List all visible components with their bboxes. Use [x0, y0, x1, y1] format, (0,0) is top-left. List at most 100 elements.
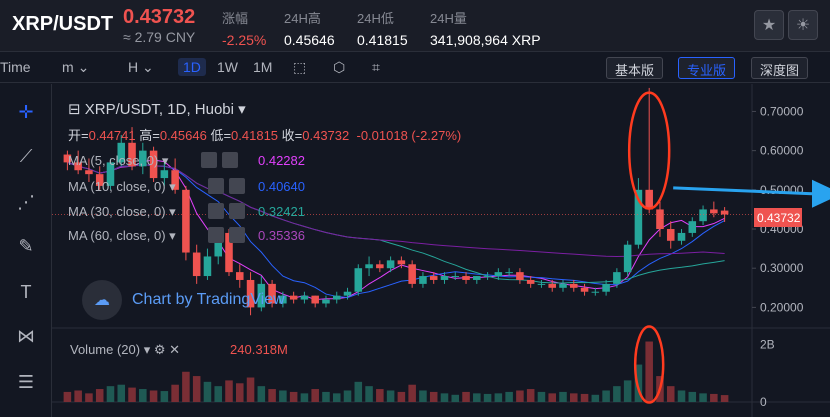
- time-interval[interactable]: Time: [0, 59, 31, 75]
- open-value: 0.44741: [88, 128, 136, 143]
- candle-body: [559, 283, 567, 288]
- settings-hex-icon[interactable]: ⬡: [333, 59, 346, 75]
- price-chart[interactable]: 0.700000.600000.500000.400000.300000.200…: [52, 84, 830, 417]
- text-tool-icon[interactable]: T: [20, 281, 32, 302]
- volume-bar: [63, 391, 72, 402]
- volume-bar: [117, 384, 126, 402]
- gear-icon[interactable]: ⚙: [153, 342, 166, 357]
- ma-study[interactable]: MA (5, close, 0) ▾ 0.42282: [68, 152, 305, 168]
- candle-body: [386, 260, 395, 269]
- minute-dropdown[interactable]: m ⌄: [62, 59, 89, 76]
- volume-bar: [376, 389, 384, 402]
- favorite-star-icon[interactable]: ★: [754, 10, 784, 40]
- ma-label: MA (5, close, 0): [68, 153, 159, 168]
- gear-icon[interactable]: [208, 178, 224, 194]
- candle-body: [419, 276, 427, 284]
- interval-1d[interactable]: 1D: [178, 58, 206, 76]
- interval-1w[interactable]: 1W: [217, 59, 238, 75]
- candle-body: [268, 283, 276, 304]
- volume-bar: [236, 383, 244, 402]
- close-icon[interactable]: [229, 203, 245, 219]
- gear-icon[interactable]: [208, 227, 224, 243]
- volume-bar: [505, 391, 513, 402]
- candle-body: [408, 264, 416, 284]
- volume-bar: [386, 390, 395, 402]
- volume-bar: [214, 386, 222, 402]
- theme-sun-icon[interactable]: ☀: [788, 10, 818, 40]
- screenshot-icon[interactable]: ⌗: [372, 59, 380, 75]
- stat-change: 涨幅 -2.25%: [222, 8, 266, 48]
- chart-type-icon[interactable]: ⬚: [293, 59, 307, 75]
- volume-bar: [559, 391, 567, 402]
- cloud-logo-icon: ☁: [82, 280, 122, 320]
- trendline-icon[interactable]: ⟋: [19, 145, 33, 166]
- volume-bar: [548, 393, 556, 402]
- basic-version-button[interactable]: 基本版: [606, 57, 664, 79]
- volume-bar: [602, 390, 610, 402]
- y-tick-label: 0.20000: [760, 300, 804, 314]
- volume-bar: [225, 380, 233, 402]
- candle-body: [473, 276, 481, 280]
- stat-label: 涨幅: [222, 11, 249, 26]
- gear-icon[interactable]: [208, 203, 224, 219]
- close-icon[interactable]: ✕: [169, 342, 181, 357]
- depth-chart-button[interactable]: 深度图: [751, 57, 809, 79]
- ma-value: 0.40640: [258, 179, 305, 194]
- brush-icon[interactable]: ✎: [18, 235, 34, 256]
- hour-dropdown[interactable]: H ⌄: [128, 59, 154, 76]
- volume-bar: [570, 393, 578, 402]
- ma-study[interactable]: MA (60, close, 0) ▾ 0.35336: [68, 227, 305, 243]
- ma-study[interactable]: MA (30, close, 0) ▾ 0.32421: [68, 203, 305, 219]
- fib-icon[interactable]: ⋰: [17, 191, 35, 212]
- stat-label: 24H高: [284, 11, 321, 26]
- crosshair-icon[interactable]: ✛: [18, 101, 34, 122]
- volume-tick-label: 2B: [760, 337, 775, 351]
- candle-body: [182, 189, 190, 253]
- pro-version-button[interactable]: 专业版: [678, 57, 736, 79]
- interval-1m[interactable]: 1M: [253, 59, 273, 75]
- volume-bar: [699, 393, 707, 402]
- volume-bar: [623, 380, 632, 402]
- candle-body: [397, 260, 406, 265]
- candle-body: [106, 162, 115, 186]
- candle-body: [580, 287, 589, 292]
- candle-body: [451, 276, 460, 278]
- measure-icon[interactable]: ☰: [17, 371, 35, 392]
- gear-icon[interactable]: [201, 152, 217, 168]
- volume-bar: [688, 391, 697, 402]
- volume-bar: [332, 393, 341, 402]
- candle-body: [322, 299, 330, 304]
- pattern-icon[interactable]: ⋈: [17, 325, 35, 346]
- stat-label: 24H低: [357, 11, 394, 26]
- collapse-icon[interactable]: ⊟: [68, 101, 81, 118]
- candle-body: [462, 276, 470, 280]
- volume-bar: [160, 391, 169, 402]
- volume-bar: [343, 390, 352, 402]
- close-icon[interactable]: [229, 178, 245, 194]
- ma-label: MA (30, close, 0): [68, 204, 166, 219]
- stat-volume: 24H量 341,908,964 XRP: [430, 8, 541, 48]
- change-value: -0.01018 (-2.27%): [356, 128, 462, 143]
- volume-bar: [462, 391, 470, 402]
- volume-bar: [645, 341, 653, 402]
- candle-body: [300, 295, 309, 300]
- close-icon[interactable]: [229, 227, 245, 243]
- ma-label: MA (10, close, 0): [68, 179, 166, 194]
- chart-toolbar: Time m ⌄ H ⌄ 1D 1W 1M ⬚ ⬡ ⌗ 基本版 专业版 深度图: [0, 53, 830, 83]
- close-label: 收=: [281, 128, 303, 143]
- close-icon[interactable]: [222, 152, 238, 168]
- stat-value: 0.41815: [357, 32, 408, 48]
- candle-body: [720, 210, 729, 215]
- chevron-down-icon[interactable]: ▾: [238, 101, 246, 118]
- ma-study[interactable]: MA (10, close, 0) ▾ 0.40640: [68, 178, 305, 194]
- hour-label: H: [128, 59, 139, 75]
- candle-body: [246, 279, 255, 308]
- pair-name[interactable]: XRP/USDT: [12, 13, 114, 35]
- candle-body: [149, 150, 158, 179]
- volume-bar: [300, 393, 309, 402]
- volume-bar: [279, 390, 287, 402]
- stat-value: -2.25%: [222, 32, 267, 48]
- volume-bar: [268, 389, 276, 402]
- volume-bar: [440, 393, 449, 402]
- volume-bar: [203, 381, 212, 402]
